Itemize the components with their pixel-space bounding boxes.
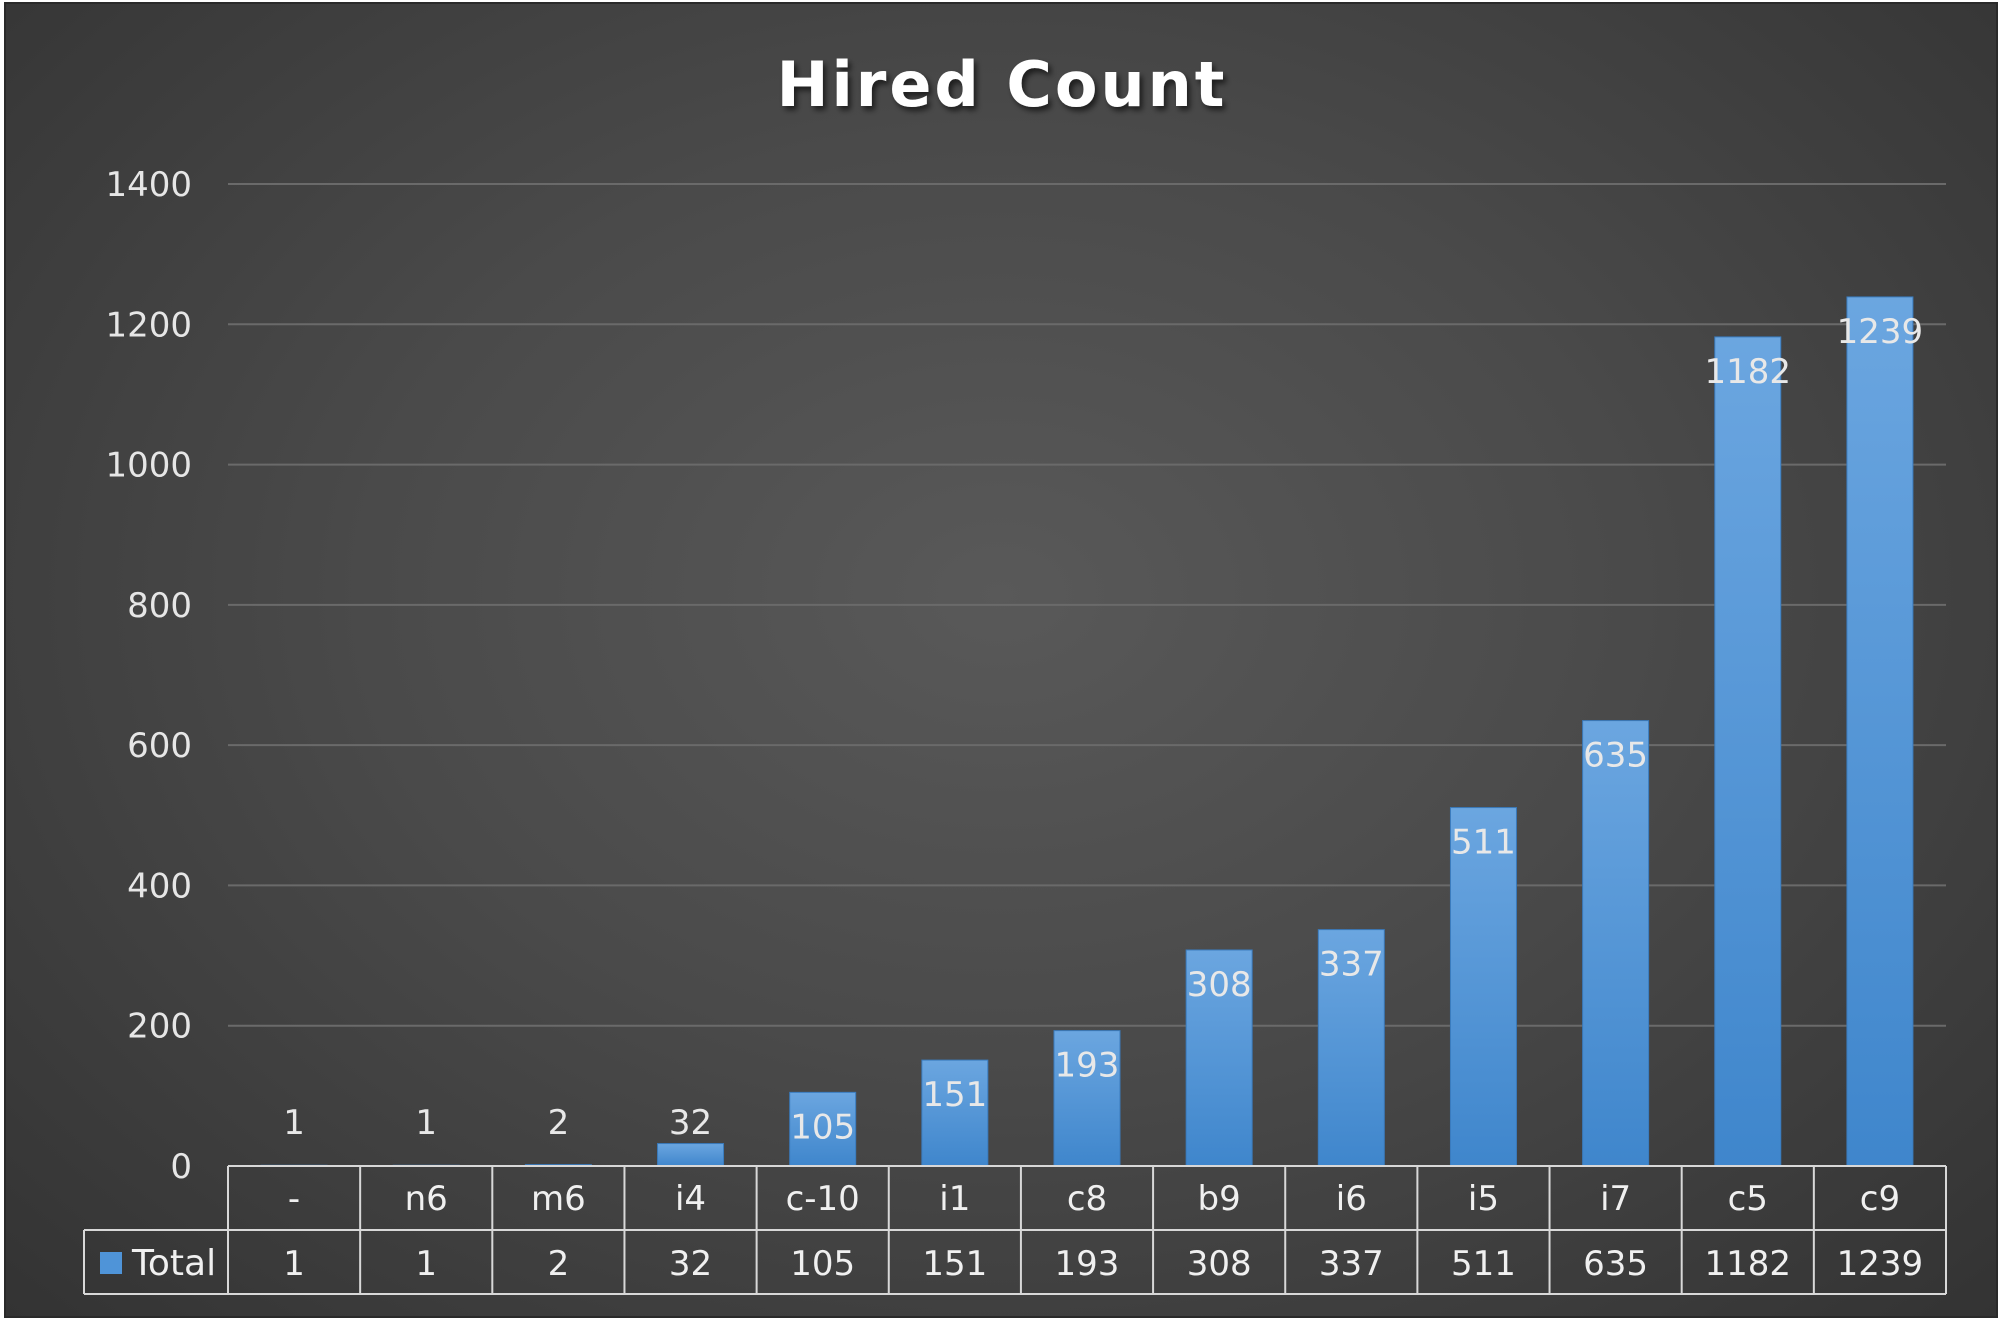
category-label: i5	[1468, 1179, 1499, 1219]
bar-i4	[657, 1143, 725, 1167]
y-tick-label: 800	[127, 586, 192, 626]
data-labels: 1 1 2 32 105 151 193 308 337 511 635 1182 1239	[283, 312, 1923, 1147]
bar-c-10	[789, 1091, 857, 1167]
bar-i6	[1317, 929, 1385, 1167]
table-value-cell: 1	[283, 1244, 305, 1284]
category-label: i6	[1336, 1179, 1367, 1219]
legend-key	[100, 1252, 122, 1274]
table-value-cell: 337	[1319, 1244, 1384, 1284]
table-value-cell: 193	[1055, 1244, 1120, 1284]
table-value-cell: 308	[1187, 1244, 1252, 1284]
data-label-i4: 32	[669, 1103, 712, 1143]
category-label: c8	[1067, 1179, 1107, 1219]
data-label-c9: 1239	[1837, 312, 1924, 352]
category-label: i4	[675, 1179, 706, 1219]
legend-label: Total	[131, 1243, 216, 1284]
data-label-i1: 151	[922, 1075, 987, 1115]
y-tick-label: 0	[170, 1147, 192, 1187]
y-tick-label: 1000	[105, 446, 192, 486]
table-value-cell: 511	[1451, 1244, 1516, 1284]
y-tick-label: 1200	[105, 305, 192, 345]
y-tick-label: 600	[127, 726, 192, 766]
data-label-b9: 308	[1187, 965, 1252, 1005]
category-label: c9	[1860, 1179, 1900, 1219]
table-value-cell: 32	[669, 1244, 712, 1284]
y-tick-label: 1400	[105, 165, 192, 205]
data-label-c8: 193	[1055, 1046, 1120, 1086]
bar-i1	[921, 1059, 989, 1167]
data-label-c5: 1182	[1705, 352, 1792, 392]
category-label: b9	[1198, 1179, 1241, 1219]
table-value-cell: 1239	[1837, 1244, 1924, 1284]
table-value-cell: 1182	[1705, 1244, 1792, 1284]
table-value-cell: 1	[415, 1244, 437, 1284]
bar-i7	[1582, 720, 1650, 1167]
y-axis-tick-labels: 0 200 400 600 800 1000 1200 1400	[105, 165, 192, 1187]
category-label: i7	[1600, 1179, 1631, 1219]
category-label: c-10	[786, 1179, 860, 1219]
data-label--: 1	[283, 1103, 305, 1143]
category-label: c5	[1728, 1179, 1768, 1219]
data-label-m6: 2	[548, 1103, 570, 1143]
data-label-i6: 337	[1319, 945, 1384, 985]
data-table: - n6 m6 i4 c-10 i1 c8 b9 i6 i5 i7 c5 c9 Total 1 1 2 32 105…	[83, 1165, 1947, 1295]
table-value-cell: 105	[790, 1244, 855, 1284]
bars	[260, 296, 1914, 1167]
data-label-n6: 1	[415, 1103, 437, 1143]
table-value-cell: 635	[1583, 1244, 1648, 1284]
category-label: n6	[405, 1179, 448, 1219]
chart-title: Hired Count	[777, 48, 1228, 121]
bar-b9	[1185, 949, 1253, 1167]
data-label-i5: 511	[1451, 823, 1516, 863]
category-label: i1	[939, 1179, 970, 1219]
gridlines	[228, 183, 1946, 1027]
bar-c5	[1714, 336, 1782, 1167]
y-tick-label: 200	[127, 1007, 192, 1047]
category-label: -	[288, 1179, 300, 1219]
bar-c8	[1053, 1030, 1121, 1167]
table-value-cell: 151	[922, 1244, 987, 1284]
data-label-c-10: 105	[790, 1107, 855, 1147]
bar-c9	[1846, 296, 1914, 1167]
category-label: m6	[531, 1179, 586, 1219]
y-tick-label: 400	[127, 866, 192, 906]
data-label-i7: 635	[1583, 736, 1648, 776]
table-value-cell: 2	[548, 1244, 570, 1284]
